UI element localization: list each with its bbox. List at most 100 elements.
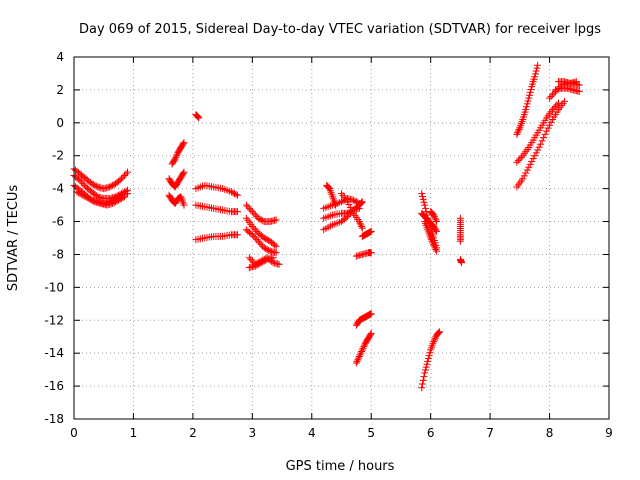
data-point [109, 181, 117, 189]
data-segment [192, 201, 241, 216]
data-point [121, 193, 129, 201]
data-point [367, 329, 375, 337]
data-point [550, 104, 558, 112]
data-point [421, 204, 429, 212]
data-point [431, 244, 439, 252]
x-tick-label: 3 [249, 426, 257, 440]
data-point [560, 97, 568, 105]
data-point [260, 234, 268, 242]
data-point [516, 155, 524, 163]
data-point [353, 357, 361, 365]
data-point [170, 156, 178, 164]
data-point [233, 231, 241, 239]
data-point [253, 261, 261, 269]
data-point [116, 195, 124, 203]
data-point [532, 67, 540, 75]
data-point [343, 213, 351, 221]
data-point [524, 97, 532, 105]
y-tick-label: 2 [56, 83, 64, 97]
data-point [430, 213, 438, 221]
data-point [523, 100, 531, 108]
x-tick-label: 6 [427, 426, 435, 440]
data-point [357, 199, 365, 207]
data-segment [242, 214, 280, 250]
data-point [421, 366, 429, 374]
data-point [248, 222, 256, 230]
data-point [531, 152, 539, 160]
data-point [259, 258, 267, 266]
data-point [257, 241, 265, 249]
data-point [435, 329, 443, 337]
data-point [432, 246, 440, 254]
data-point [121, 171, 129, 179]
data-point [275, 260, 283, 268]
y-axis-label: SDTVAR / TECUs [6, 185, 21, 292]
data-point [513, 158, 521, 166]
data-point [262, 245, 270, 253]
data-point [86, 195, 94, 203]
data-point [522, 106, 530, 114]
data-segment [513, 61, 542, 138]
data-point [419, 376, 427, 384]
data-point [233, 191, 241, 199]
data-point [358, 346, 366, 354]
data-point [531, 70, 539, 78]
data-point [180, 201, 188, 209]
data-point [250, 224, 258, 232]
x-tick-label: 2 [189, 426, 197, 440]
grid [74, 57, 609, 419]
data-point [262, 235, 270, 243]
x-tick-label: 1 [130, 426, 138, 440]
data-point [436, 328, 444, 336]
data-point [254, 214, 262, 222]
data-point [540, 134, 548, 142]
data-point [433, 247, 441, 255]
data-point [324, 183, 332, 191]
y-tick-label: -14 [44, 346, 64, 360]
data-segment [192, 111, 203, 122]
data-point [251, 226, 259, 234]
data-point [358, 348, 366, 356]
data-point [122, 170, 130, 178]
data-point [356, 219, 364, 227]
data-point [523, 166, 531, 174]
data-point [248, 231, 256, 239]
data-segment [456, 255, 466, 267]
data-point [525, 163, 533, 171]
data-point [173, 150, 181, 158]
data-point [228, 188, 236, 196]
data-point [546, 121, 554, 129]
data-point [257, 259, 265, 267]
data-point [259, 217, 267, 225]
data-point [272, 249, 280, 257]
data-point [541, 130, 549, 138]
data-point [421, 369, 429, 377]
data-point [534, 61, 542, 69]
data-point [572, 78, 580, 86]
data-point [195, 114, 203, 122]
data-point [124, 190, 131, 198]
data-point [229, 189, 237, 197]
data-point [525, 94, 533, 102]
data-point [515, 125, 523, 133]
data-point [349, 196, 357, 204]
data-point [575, 88, 583, 96]
data-point [427, 236, 435, 244]
data-point [113, 197, 121, 205]
y-tick-label: -12 [44, 313, 64, 327]
data-point [526, 88, 534, 96]
data-point [263, 246, 271, 254]
data-point [550, 89, 558, 97]
data-point [361, 341, 369, 349]
data-segment [192, 181, 241, 199]
data-point [520, 172, 528, 180]
data-point [251, 234, 259, 242]
data-point [552, 102, 559, 110]
data-point [434, 329, 442, 337]
data-point [262, 256, 270, 264]
data-point [431, 334, 439, 342]
data-point [422, 363, 430, 371]
data-point [251, 262, 259, 270]
data-point [254, 237, 262, 245]
data-point [269, 254, 277, 262]
